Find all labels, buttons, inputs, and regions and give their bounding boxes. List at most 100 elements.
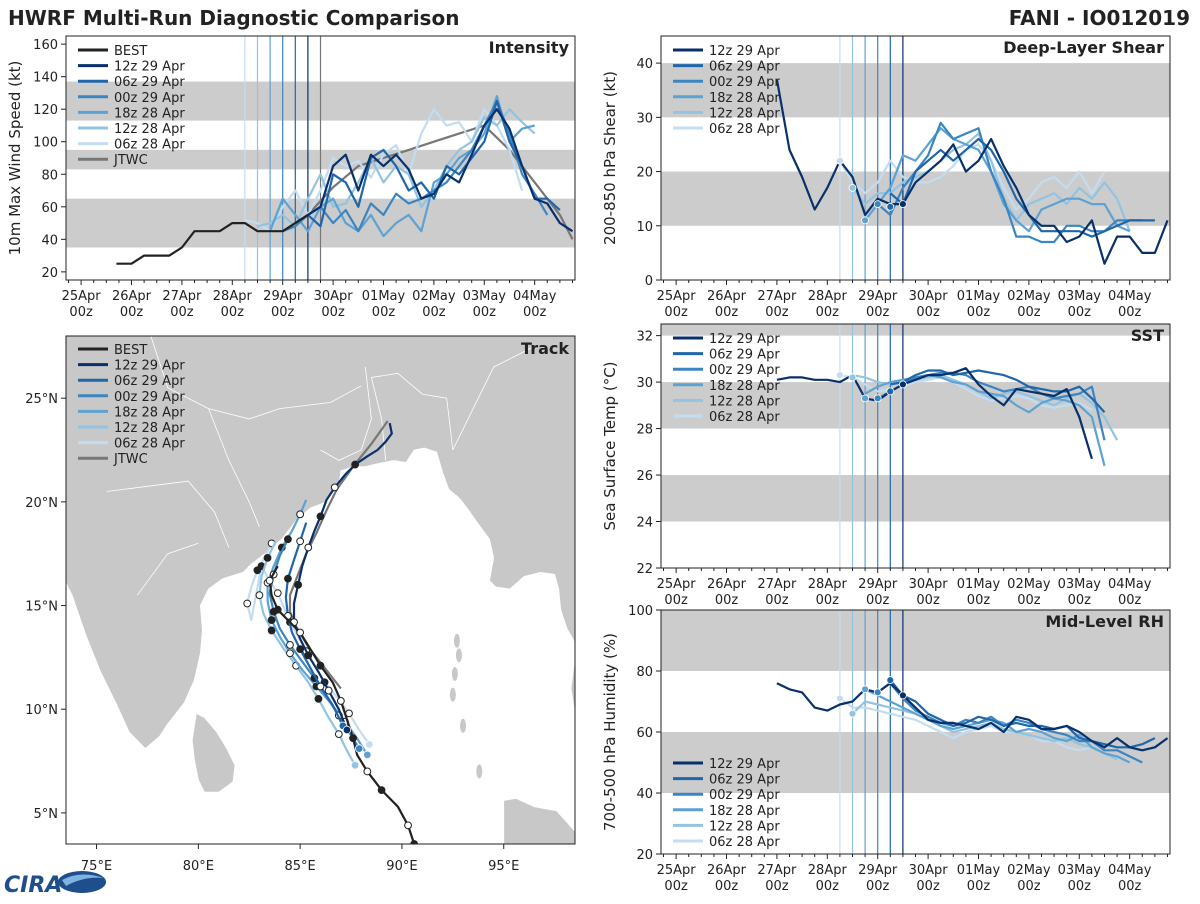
track-panel: 75°E 80°E 85°E 90°E 95°E 5°N 10°N 15°N 20°N 25°N T… — [25, 335, 576, 874]
sst-xtick-label-hour: 00z — [816, 593, 840, 608]
rh-init-point — [836, 694, 844, 703]
land-island — [460, 718, 467, 733]
track-position-marker — [296, 645, 305, 653]
track-init-marker — [363, 750, 372, 760]
shear-init-point — [836, 156, 844, 165]
shear-init-point — [861, 216, 870, 225]
land-south-asia — [66, 336, 575, 750]
rh-init-point — [886, 676, 895, 685]
track-position-marker — [349, 734, 357, 743]
sst-series-06z-29-apr — [890, 369, 1106, 414]
sst-ytick-label: 32 — [636, 330, 653, 345]
rh-xtick-label-hour: 00z — [866, 879, 890, 894]
sst-xtick-label-day: 01May — [957, 577, 1001, 592]
track-position-marker — [351, 460, 360, 469]
shear-xtick-label-day: 02May — [1007, 289, 1051, 304]
sst-init-point — [848, 373, 857, 382]
intensity-xtick-label-day: 29Apr — [263, 289, 303, 304]
sst-xtick-label-day: 26Apr — [707, 577, 747, 592]
intensity-ytick-label: 80 — [41, 168, 58, 183]
sst-xtick-label-day: 28Apr — [808, 577, 848, 592]
shear-xtick-label-day: 27Apr — [757, 289, 797, 304]
sst-xtick-label-day: 25Apr — [657, 577, 697, 592]
land-island — [453, 633, 460, 648]
sst-ylabel: Sea Surface Temp (°C) — [601, 361, 619, 530]
track-xtick-label: 85°E — [285, 859, 316, 874]
intensity-xtick-label-hour: 00z — [271, 305, 295, 320]
track-position-marker — [286, 649, 294, 658]
rh-ytick-label: 40 — [636, 787, 653, 802]
shear-ytick-label: 10 — [636, 220, 653, 235]
shear-series-18z-28-apr — [864, 127, 1131, 233]
shear-xtick-label-hour: 00z — [866, 305, 890, 320]
sst-xtick-label-day: 04May — [1108, 577, 1152, 592]
sst-xtick-label-day: 27Apr — [757, 577, 797, 592]
sst-xtick-label-hour: 00z — [967, 593, 991, 608]
intensity-xtick-label-day: 28Apr — [213, 289, 253, 304]
rh-init-point — [861, 685, 870, 694]
shear-xtick-label-day: 25Apr — [657, 289, 697, 304]
intensity-xtick-label-day: 03May — [463, 289, 507, 304]
sst-legend-label: 12z 28 Apr — [709, 394, 780, 409]
intensity-series-12z-29-apr — [307, 108, 574, 233]
intensity-series-06z-29-apr — [294, 99, 561, 228]
rh-legend-label: 12z 28 Apr — [709, 819, 780, 834]
rh-init-point — [848, 709, 857, 718]
track-init-marker — [342, 725, 352, 735]
sst-init-point — [836, 371, 844, 380]
track-init-marker — [354, 744, 364, 753]
sst-series-18z-28-apr — [864, 374, 1106, 467]
track-ytick-label: 20°N — [25, 496, 58, 511]
sst-xtick-label-day: 03May — [1058, 577, 1102, 592]
intensity-ytick-label: 40 — [41, 233, 58, 248]
intensity-ytick-label: 20 — [41, 266, 58, 281]
intensity-xtick-label-hour: 00z — [221, 305, 245, 320]
track-position-marker — [304, 543, 313, 552]
track-legend-label: 18z 28 Apr — [114, 405, 185, 420]
intensity-legend-label: 18z 28 Apr — [114, 106, 185, 121]
track-legend-label: 06z 29 Apr — [114, 374, 185, 389]
sst-shade-band — [661, 475, 1170, 522]
track-ytick-label: 10°N — [25, 703, 58, 718]
sst-xtick-label-hour: 00z — [1068, 593, 1092, 608]
state-border — [150, 336, 362, 420]
rh-title: Mid-Level RH — [1045, 612, 1164, 631]
shear-ytick-label: 30 — [636, 111, 653, 126]
intensity-legend-label: BEST — [114, 44, 147, 59]
shear-series-06z-29-apr — [889, 137, 1155, 238]
intensity-xtick-label-day: 27Apr — [162, 289, 202, 304]
rh-legend-label: 00z 29 Apr — [709, 788, 780, 803]
sst-init-point — [886, 387, 895, 396]
track-position-marker — [284, 535, 292, 544]
sst-ytick-label: 26 — [636, 469, 653, 484]
rh-ytick-label: 60 — [636, 726, 653, 741]
sst-legend-label: 12z 29 Apr — [709, 332, 780, 347]
land-island — [449, 687, 456, 702]
shear-ytick-label: 40 — [636, 57, 653, 72]
shear-title: Deep-Layer Shear — [1003, 38, 1164, 57]
rh-xtick-label-day: 28Apr — [808, 863, 848, 878]
intensity-xtick-label-day: 01May — [362, 289, 406, 304]
shear-xtick-label-day: 01May — [957, 289, 1001, 304]
rh-ylabel: 700-500 hPa Humidity (%) — [601, 633, 619, 831]
rh-xtick-label-day: 29Apr — [858, 863, 898, 878]
track-position-marker — [316, 682, 325, 691]
track-position-marker — [253, 566, 262, 575]
shear-shade-band — [661, 171, 1170, 226]
shear-legend-label: 12z 28 Apr — [709, 106, 780, 121]
track-position-marker — [304, 651, 313, 660]
shear-series-00z-29-apr — [876, 121, 1143, 244]
track-axes-frame — [65, 335, 576, 845]
rh-xtick-label-day: 30Apr — [909, 863, 949, 878]
track-position-marker — [265, 576, 274, 585]
track-position-marker — [316, 661, 325, 670]
intensity-xtick-label-hour: 00z — [473, 305, 497, 320]
track-position-marker — [377, 786, 386, 794]
intensity-xtick-label-hour: 00z — [69, 305, 93, 320]
intensity-legend-label: 06z 29 Apr — [114, 75, 185, 90]
cira-swirl-icon — [62, 874, 104, 886]
track-map-group — [66, 336, 575, 844]
shear-ytick-label: 20 — [636, 166, 653, 181]
intensity-ytick-label: 120 — [33, 103, 58, 118]
